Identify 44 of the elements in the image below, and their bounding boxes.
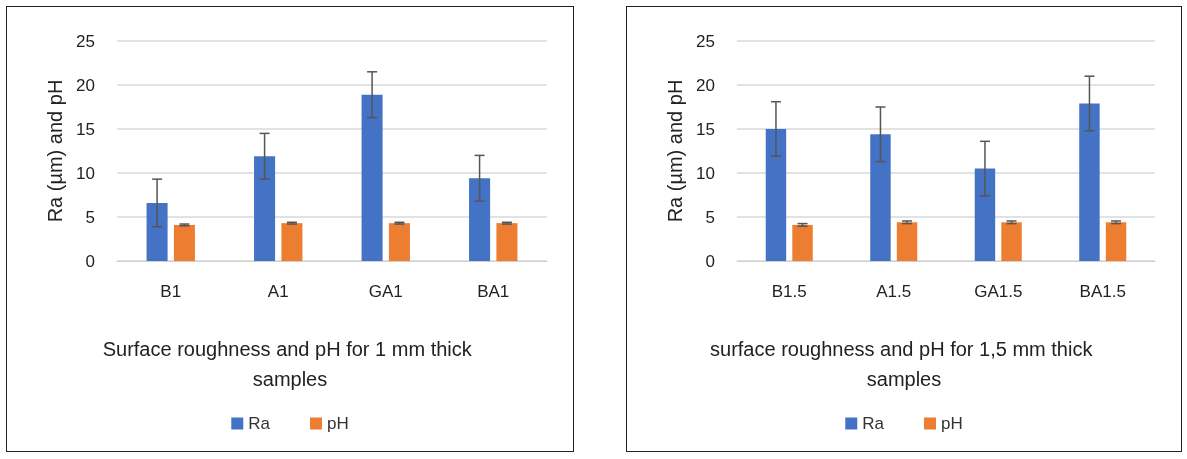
bar — [1105, 222, 1127, 261]
bar — [1079, 103, 1100, 261]
x-tick-label: B1.5 — [771, 282, 807, 301]
bar — [281, 223, 303, 261]
bar — [146, 202, 168, 261]
x-tick-label: GA1.5 — [974, 282, 1023, 301]
legend-label: Ra — [248, 414, 271, 433]
y-axis-title: Ra (µm) and pH — [664, 79, 687, 223]
y-tick-label: 0 — [705, 251, 715, 271]
y-axis-title: Ra (µm) and pH — [44, 79, 67, 223]
x-tick-label: A1 — [267, 282, 289, 301]
bar — [254, 156, 276, 261]
y-tick-label: 10 — [76, 163, 95, 183]
y-tick-label: 25 — [696, 31, 715, 51]
y-tick-label: 15 — [76, 119, 95, 139]
bar — [469, 178, 491, 261]
bar — [974, 168, 996, 261]
bar — [388, 223, 410, 261]
x-tick-label: GA1 — [368, 282, 403, 301]
y-tick-label: 15 — [696, 119, 715, 139]
x-tick-label: A1.5 — [876, 282, 912, 301]
bar — [792, 224, 813, 261]
x-tick-label: B1 — [160, 282, 182, 301]
bar — [896, 222, 918, 261]
bar — [496, 223, 518, 261]
legend-label: pH — [941, 414, 963, 433]
x-tick-label: BA1.5 — [1079, 282, 1126, 301]
x-tick-label: BA1 — [477, 282, 510, 301]
y-tick-label: 0 — [85, 251, 95, 271]
y-tick-label: 20 — [76, 75, 95, 95]
bar — [1001, 222, 1022, 261]
bar — [361, 94, 383, 261]
bar — [173, 224, 195, 261]
legend-label: pH — [327, 414, 349, 433]
y-tick-label: 5 — [705, 207, 715, 227]
text: Surface roughness and pH for 1 mm thick samples — [102, 338, 478, 390]
y-tick-label: 25 — [76, 31, 95, 51]
text: surface roughness and pH for 1,5 mm thick samples — [710, 338, 1098, 390]
bar — [870, 134, 891, 261]
y-tick-label: 5 — [85, 207, 95, 227]
y-tick-label: 20 — [696, 75, 715, 95]
legend-label: Ra — [862, 414, 885, 433]
y-tick-label: 10 — [696, 163, 715, 183]
bar — [765, 129, 787, 261]
